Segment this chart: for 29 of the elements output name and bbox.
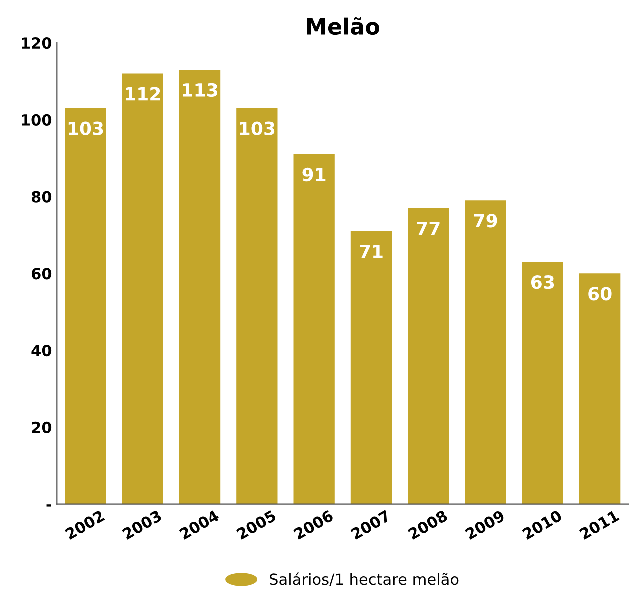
data-label: 71 (360, 245, 383, 258)
data-label: 113 (183, 83, 218, 98)
chart-title: Melão (307, 17, 380, 36)
y-tick-label: - (46, 504, 52, 507)
data-label: 79 (474, 214, 498, 228)
legend-label: Salários/1 hectare melão (270, 572, 459, 586)
bar (179, 70, 221, 504)
y-tick-label: 60 (32, 268, 52, 280)
bar (236, 108, 278, 504)
data-label: 103 (68, 122, 104, 136)
y-tick-label: 80 (32, 191, 52, 203)
bar (465, 200, 506, 504)
y-tick-label: 20 (32, 422, 52, 434)
bar (350, 231, 392, 504)
data-label: 103 (240, 122, 275, 136)
bar (580, 274, 621, 504)
bar (522, 262, 564, 504)
y-tick-label: 120 (22, 38, 52, 50)
data-label: 112 (126, 87, 160, 101)
data-label: 60 (588, 287, 612, 301)
y-tick-label: 100 (22, 114, 52, 126)
bar (65, 108, 106, 504)
bar (294, 154, 335, 504)
data-label: 63 (531, 276, 554, 290)
data-label: 91 (302, 168, 326, 182)
y-tick-label: 40 (32, 345, 52, 357)
bar (408, 208, 450, 504)
data-label: 77 (417, 222, 440, 236)
bar (122, 74, 164, 504)
